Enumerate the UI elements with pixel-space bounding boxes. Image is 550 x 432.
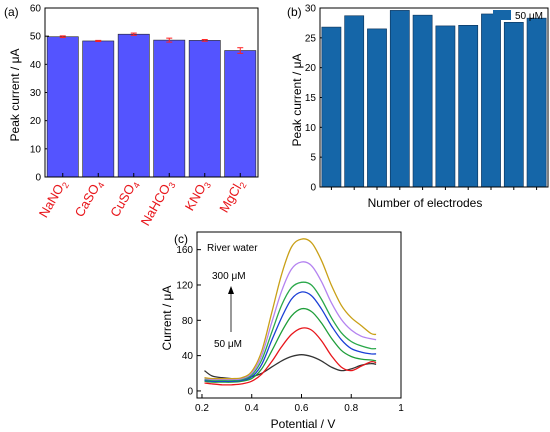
panel-b-y-tick-label: 30 — [305, 4, 317, 15]
panel-b-legend: 50 μM — [493, 10, 543, 22]
panel-c-series-line — [204, 281, 377, 382]
panel-a-bar — [224, 50, 257, 178]
panel-a-y-tick-label: 40 — [30, 60, 42, 71]
panel-c-x-tick-label: 0.2 — [195, 403, 209, 414]
panel-c-x-tick-label: 0.6 — [295, 403, 309, 414]
panel-b-bar — [389, 10, 410, 188]
panel-c-arrow-top-label: 300 μM — [212, 271, 246, 282]
panel-a-category-label-subscript: 2 — [60, 181, 71, 190]
panel-c-label: (c) — [174, 232, 188, 246]
panel-b-bar — [503, 22, 524, 188]
panel-b-y-tick-label: 25 — [305, 33, 317, 44]
panel-c-series-line — [204, 327, 377, 386]
panel-a-bar — [153, 39, 186, 178]
panel-b-x-axis-title: Number of electrodes — [368, 196, 483, 210]
panel-c-x-tick-label: 0.8 — [344, 403, 358, 414]
panel-a-bar — [82, 40, 115, 178]
panel-c-y-tick-label: 160 — [176, 245, 193, 256]
panel-b-y-tick-label: 0 — [310, 183, 316, 194]
panel-c-y-tick-label: 0 — [187, 386, 193, 397]
panel-a-y-tick-label: 30 — [30, 88, 42, 99]
panel-a-label: (a) — [4, 5, 19, 19]
panel-b-legend-label: 50 μM — [515, 11, 543, 22]
panel-a-bar — [46, 36, 79, 178]
panel-a-y-tick-label: 0 — [35, 173, 41, 184]
panel-a-y-tick-label: 60 — [30, 4, 42, 15]
panel-c-arrow-head — [228, 286, 234, 294]
panel-a-y-axis-title: Peak current / μA — [8, 49, 22, 142]
panel-a-bar — [188, 40, 221, 178]
panel-a-bars — [46, 32, 257, 178]
panel-b-y-tick-label: 5 — [310, 153, 316, 164]
panel-b-y-tick-label: 20 — [305, 63, 317, 74]
panel-a-bar — [117, 33, 150, 178]
panel-b-plot-frame — [319, 7, 549, 188]
panel-a-category-label-subscript: 2 — [237, 181, 248, 190]
panel-a-category-label-subscript: 4 — [95, 181, 106, 190]
panel-b-y-tick-label: 10 — [305, 123, 317, 134]
panel-b-bar — [412, 14, 433, 188]
panel-a-y-tick-label: 20 — [30, 116, 42, 127]
panel-b-bar — [435, 25, 456, 188]
panel-b-legend-swatch — [493, 10, 511, 20]
panel-a-y-tick-label: 10 — [30, 144, 42, 155]
panel-c-series-line — [204, 307, 377, 383]
panel-b-bar — [458, 25, 479, 188]
panel-c-y-axis-title: Current / μA — [160, 286, 174, 351]
panel-b-y-axis-title: Peak current / μA — [290, 54, 304, 147]
panel-c-arrow-bottom-label: 50 μM — [214, 339, 242, 350]
panel-c-y-tick-label: 80 — [182, 316, 194, 327]
panel-a-y-tick-label: 50 — [30, 32, 42, 43]
panel-c-series-lines — [204, 238, 377, 386]
panel-a-category-label-subscript: 3 — [202, 181, 213, 190]
panel-a-category-label-subscript: 3 — [166, 181, 177, 190]
panel-c-annotation: River water — [207, 243, 258, 254]
panel-b-bar — [367, 28, 387, 188]
panel-c-x-tick-label: 0.4 — [245, 403, 259, 414]
panel-c-series-line — [204, 238, 377, 380]
panel-b-bar — [344, 15, 365, 188]
panel-c-plot-frame — [196, 231, 402, 399]
panel-b-label: (b) — [287, 5, 302, 19]
panel-c-series-line — [204, 291, 377, 382]
panel-b-y-tick-label: 15 — [305, 93, 317, 104]
panel-c-series-line — [204, 261, 377, 381]
panel-c-y-ticks: 0 40 80 120 160 — [176, 245, 201, 397]
panel-c-concentration-arrow — [228, 286, 234, 332]
panel-c-line-chart: (c) Current / μA 0 40 80 120 160 0.2 0.4 0.6 0.… — [160, 231, 404, 431]
panel-c-x-tick-label: 1 — [398, 403, 404, 414]
panel-b-bar-chart: (b) Peak current / μA 0 5 10 15 20 25 30 50 μM… — [287, 4, 549, 210]
panel-a-category-label-subscript: 4 — [131, 181, 142, 190]
panel-c-y-tick-label: 120 — [176, 280, 193, 291]
panel-b-bar — [526, 17, 547, 188]
panel-a-plot-frame — [44, 7, 259, 178]
panel-c-y-tick-label: 40 — [182, 351, 194, 362]
panel-b-bar — [481, 13, 501, 188]
panel-c-x-axis-title: Potential / V — [271, 417, 336, 431]
panel-b-bar — [321, 26, 342, 188]
